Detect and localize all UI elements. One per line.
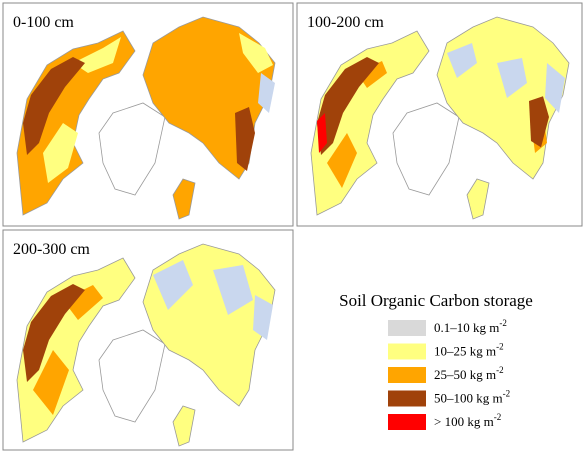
legend-label-superscript: -2	[496, 342, 504, 352]
panel-label: 0-100 cm	[13, 14, 74, 31]
legend: Soil Organic Carbon storage 0.1–10 kg m-…	[339, 291, 533, 430]
map-panel: 200-300 cm	[2, 229, 294, 451]
legend-label: 10–25 kg m-2	[434, 342, 504, 359]
legend-label-text: > 100 kg m	[434, 414, 494, 429]
legend-title: Soil Organic Carbon storage	[339, 291, 533, 310]
panel-label: 100-200 cm	[307, 14, 384, 31]
map-panel: 100-200 cm	[296, 2, 583, 227]
panel-label: 200-300 cm	[13, 241, 90, 258]
legend-label: 25–50 kg m-2	[434, 365, 504, 382]
legend-label-text: 0.1–10 kg m	[434, 320, 499, 335]
legend-label-superscript: -2	[494, 412, 502, 422]
legend-swatch	[388, 320, 426, 336]
map-panel: 0-100 cm	[2, 2, 294, 227]
legend-label: 50–100 kg m-2	[434, 389, 510, 406]
legend-label-text: 25–50 kg m	[434, 367, 496, 382]
legend-label-text: 50–100 kg m	[434, 390, 503, 405]
legend-label-superscript: -2	[496, 365, 504, 375]
legend-swatch	[388, 414, 426, 430]
legend-label-superscript: -2	[503, 389, 511, 399]
legend-label: 0.1–10 kg m-2	[434, 318, 507, 335]
legend-swatch	[388, 390, 426, 407]
legend-label: > 100 kg m-2	[434, 412, 501, 429]
legend-swatch	[388, 367, 426, 383]
legend-label-text: 10–25 kg m	[434, 343, 496, 358]
legend-label-superscript: -2	[499, 318, 507, 328]
legend-swatch	[388, 343, 426, 360]
